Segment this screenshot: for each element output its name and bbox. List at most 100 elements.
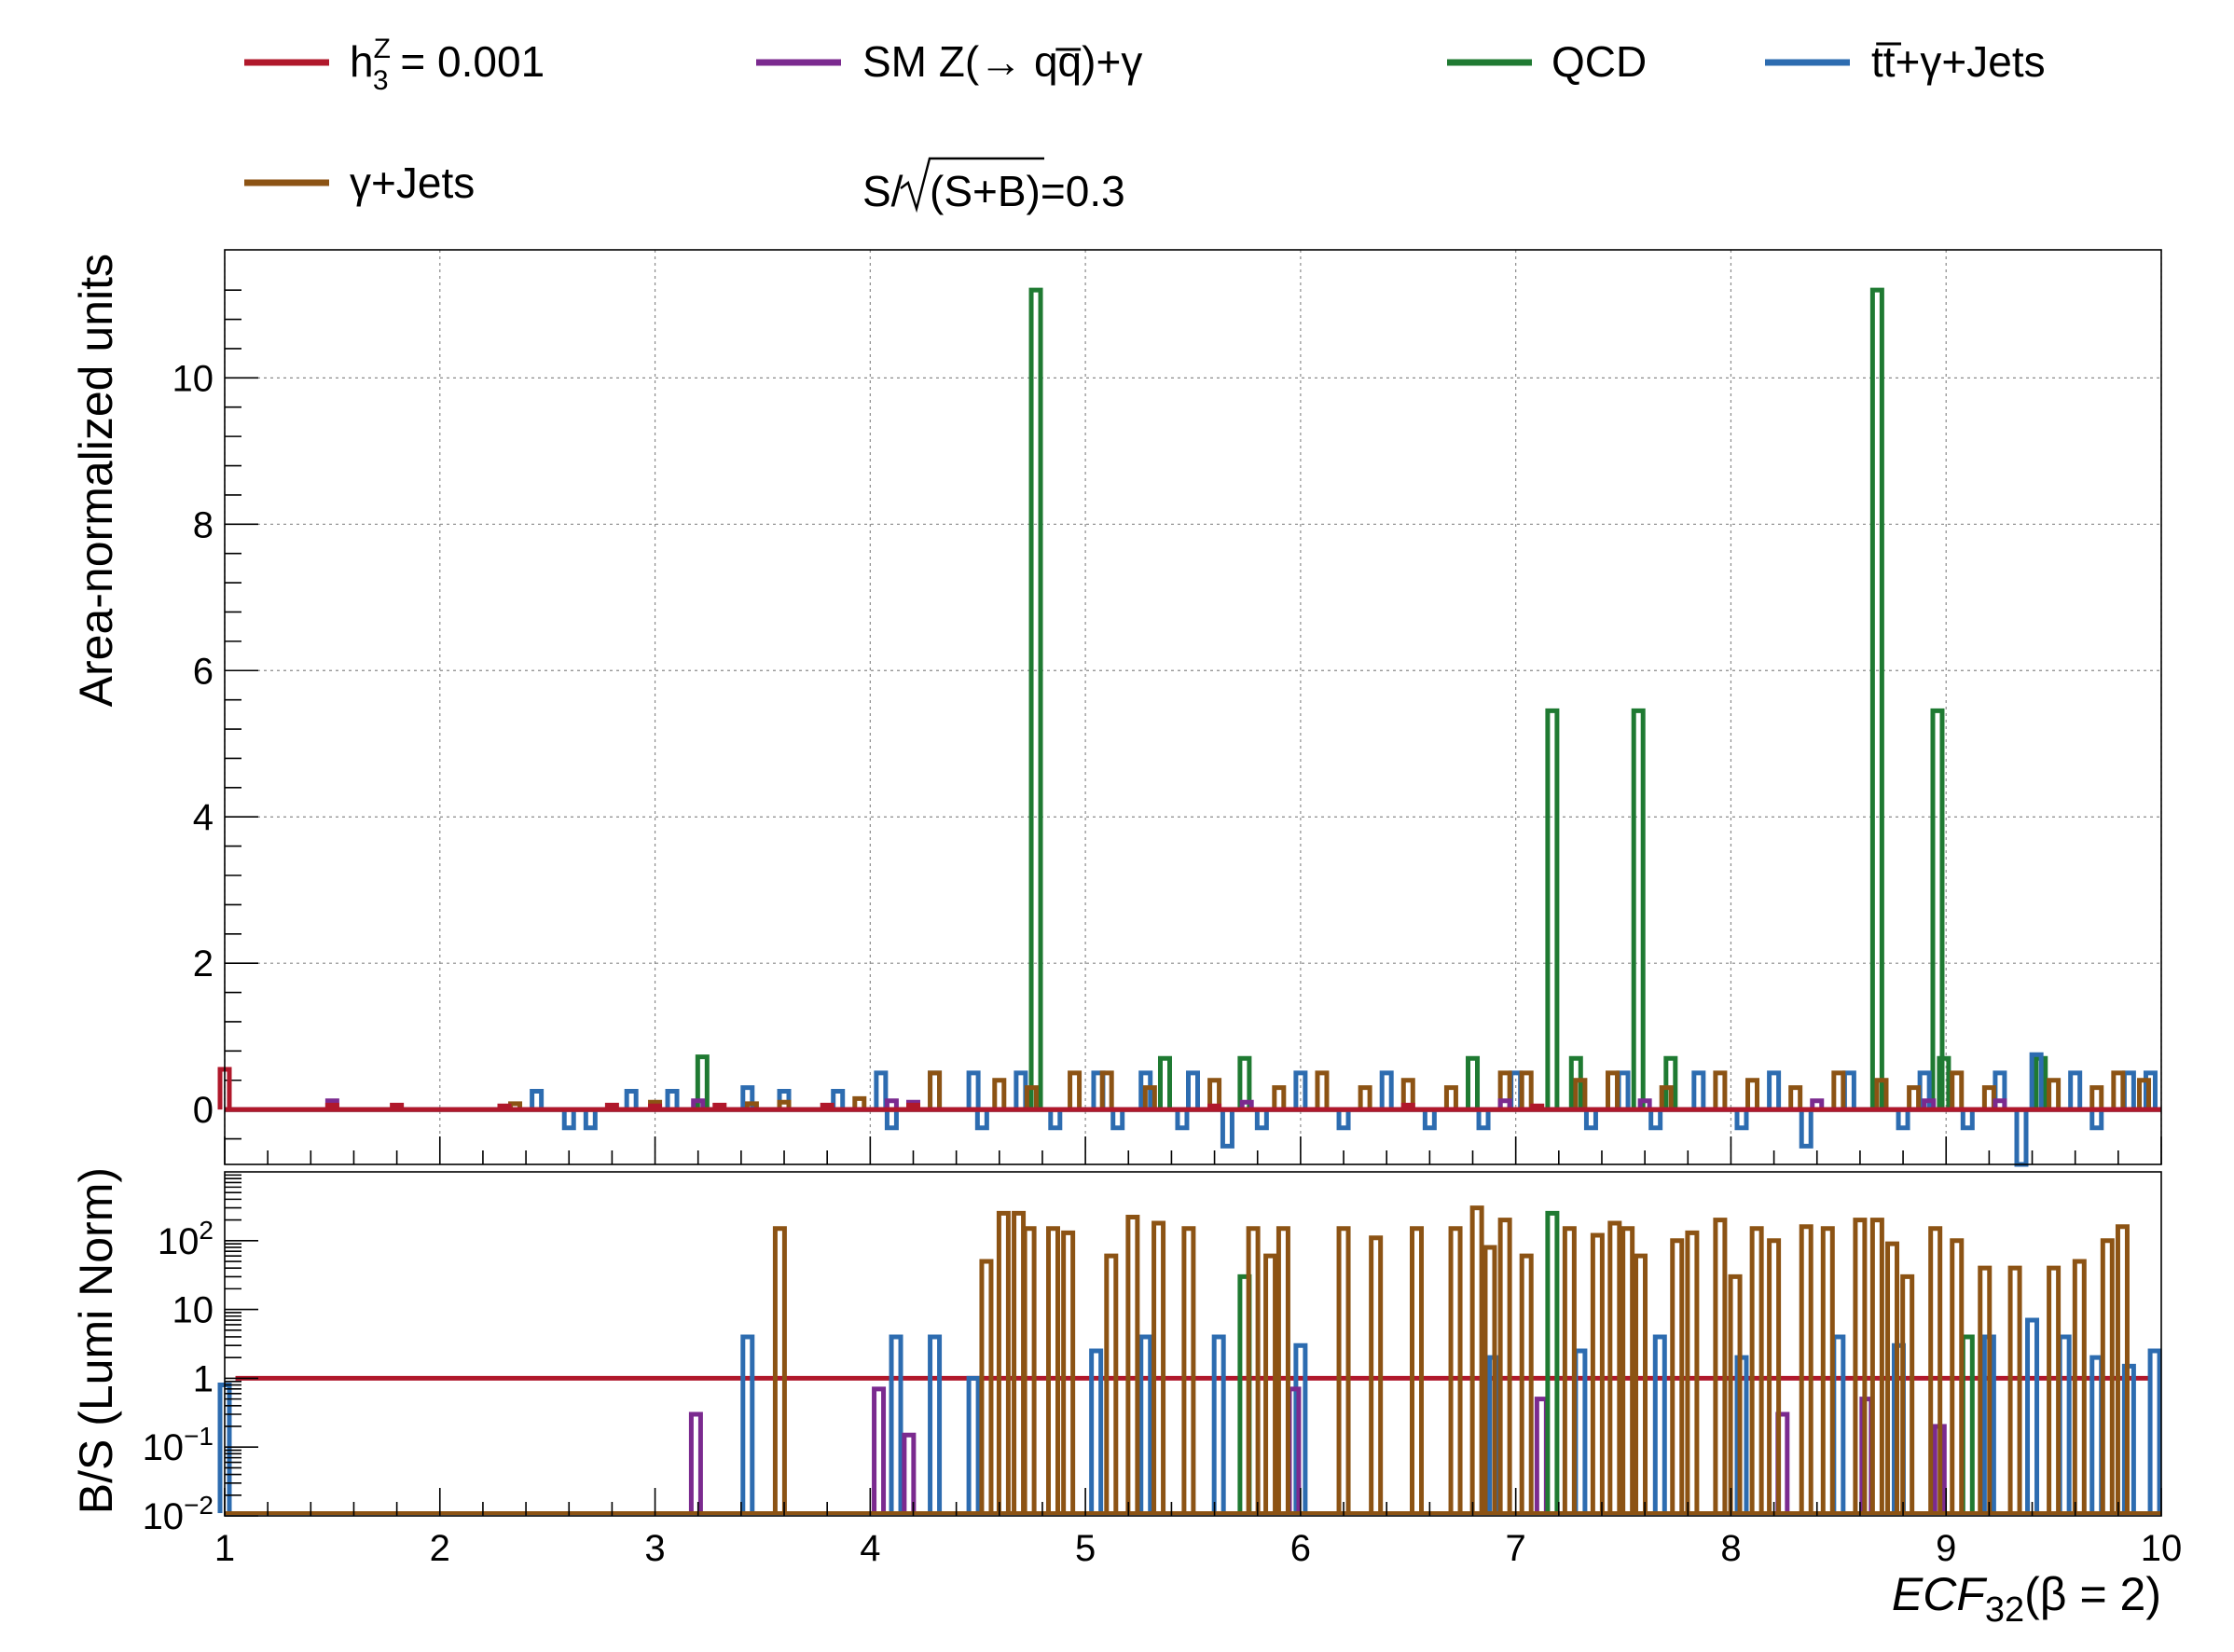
bottom-bin-gjets bbox=[1853, 1218, 1868, 1513]
top-bin-gjets bbox=[1659, 1085, 1674, 1110]
top-bin-gjets bbox=[1400, 1078, 1415, 1110]
bottom-series-gjets bbox=[225, 1205, 2161, 1515]
top-bin-zqq bbox=[1810, 1098, 1825, 1110]
top-bin-gjets bbox=[1745, 1078, 1760, 1110]
bottom-bin-gjets bbox=[1519, 1253, 1534, 1513]
significance-lhs-text: S/ bbox=[862, 167, 903, 215]
bottom-series bbox=[217, 1205, 2162, 1515]
top-bin-qcd bbox=[1937, 1055, 1951, 1110]
top-ytick-label: 10 bbox=[172, 358, 214, 399]
top-bin-ttbar bbox=[1048, 1109, 1063, 1131]
bottom-bin-ttbar bbox=[1293, 1342, 1308, 1513]
bottom-bin-gjets bbox=[1045, 1226, 1060, 1513]
bottom-bin-gjets bbox=[2047, 1265, 2062, 1513]
bottom-xtick-label: 2 bbox=[430, 1528, 450, 1569]
legend-label-signal-sub: 3 bbox=[373, 65, 389, 96]
sqrt-sign bbox=[900, 157, 1044, 213]
bottom-xtick-label: 10 bbox=[2141, 1528, 2183, 1569]
bottom-bin-gjets bbox=[1869, 1218, 1884, 1513]
top-bin-gjets bbox=[1497, 1070, 1512, 1110]
bottom-bin-ttbar bbox=[740, 1334, 755, 1513]
top-bin-ttbar bbox=[1186, 1070, 1200, 1110]
top-ticks: 0 2 4 6 8 10 bbox=[172, 289, 2162, 1164]
bottom-bin-gjets bbox=[1820, 1226, 1835, 1513]
top-bin-ttbar bbox=[624, 1089, 639, 1110]
top-bin-signal bbox=[1400, 1102, 1415, 1110]
top-bin-gjets bbox=[2137, 1078, 2152, 1110]
top-bin-qcd bbox=[1028, 287, 1043, 1110]
top-bin-gjets bbox=[1981, 1085, 1996, 1110]
bottom-bin-gjets bbox=[1607, 1220, 1622, 1513]
bottom-bin-ttbar bbox=[2147, 1348, 2162, 1513]
top-bin-signal bbox=[712, 1102, 727, 1110]
top-bin-ttbar bbox=[2029, 1052, 2044, 1110]
top-bin-gjets bbox=[2089, 1085, 2104, 1110]
bottom-bin-gjets bbox=[1670, 1238, 1685, 1513]
top-bin-signal bbox=[390, 1102, 405, 1110]
bottom-bin-ttbar bbox=[2089, 1355, 2104, 1513]
bottom-bin-gjets bbox=[1369, 1235, 1384, 1513]
top-bin-gjets bbox=[1874, 1078, 1889, 1110]
top-bin-ttbar bbox=[1648, 1109, 1663, 1131]
top-bin-signal bbox=[905, 1102, 920, 1110]
bottom-bin-gjets bbox=[1620, 1226, 1635, 1513]
bottom-bin-ttbar bbox=[1652, 1334, 1667, 1513]
bottom-ytick-label: 10−1 bbox=[143, 1422, 214, 1468]
bottom-bin-zqq bbox=[688, 1411, 703, 1513]
top-ylabel: Area-normalized units bbox=[70, 254, 122, 707]
bottom-bin-gjets bbox=[1978, 1265, 1993, 1513]
top-bin-ttbar bbox=[974, 1109, 989, 1131]
top-bin-zqq bbox=[1922, 1098, 1937, 1110]
top-bin-ttbar bbox=[2014, 1109, 2029, 1167]
top-bin-signal bbox=[604, 1102, 619, 1110]
bottom-xtick-label: 5 bbox=[1075, 1528, 1096, 1569]
top-bin-signal bbox=[324, 1102, 339, 1110]
legend-entry-qcd: QCD bbox=[1447, 37, 1647, 86]
top-bin-zqq bbox=[1637, 1098, 1652, 1110]
top-bin-ttbar bbox=[740, 1085, 755, 1110]
top-bin-gjets bbox=[1713, 1070, 1728, 1110]
top-bin-ttbar bbox=[1254, 1109, 1269, 1131]
bottom-bin-gjets bbox=[1713, 1218, 1728, 1513]
top-series-qcd bbox=[225, 287, 2161, 1112]
significance-lhs: S/ bbox=[862, 167, 903, 215]
top-bin-signal bbox=[648, 1103, 663, 1110]
top-bin-gjets bbox=[1272, 1085, 1287, 1110]
bottom-bin-gjets bbox=[1276, 1226, 1290, 1513]
top-bin-signal bbox=[497, 1103, 512, 1110]
bottom-bin-gjets bbox=[1562, 1226, 1577, 1513]
top-bin-gjets bbox=[1519, 1070, 1534, 1110]
top-bin-ttbar bbox=[583, 1109, 598, 1131]
legend-label-gjets: γ+Jets bbox=[350, 158, 475, 207]
top-bin-qcd bbox=[1237, 1055, 1252, 1110]
top-bin-gjets bbox=[1142, 1085, 1157, 1110]
top-bin-zqq bbox=[1993, 1098, 2007, 1110]
bottom-bin-gjets bbox=[1022, 1226, 1037, 1513]
top-bin-qcd bbox=[1158, 1055, 1172, 1110]
bottom-xtick-label: 7 bbox=[1506, 1528, 1526, 1569]
bottom-ytick-base: 10 bbox=[143, 1427, 185, 1468]
top-bin-ttbar bbox=[1422, 1109, 1437, 1131]
top-bin-qcd bbox=[1545, 708, 1560, 1110]
top-bin-gjets bbox=[2047, 1078, 2062, 1110]
bottom-bin-qcd bbox=[1960, 1334, 1975, 1513]
top-ytick-label: 0 bbox=[193, 1090, 214, 1131]
top-bin-gjets bbox=[1099, 1070, 1114, 1110]
top-bin-gjets bbox=[777, 1099, 792, 1110]
bottom-bin-qcd bbox=[1545, 1210, 1560, 1513]
top-bin-qcd bbox=[1930, 708, 1945, 1110]
bottom-ytick-exp: −2 bbox=[184, 1491, 214, 1520]
top-bin-gjets bbox=[1950, 1070, 1965, 1110]
legend-entry-gjets: γ+Jets bbox=[244, 158, 475, 207]
top-bin-ttbar bbox=[561, 1109, 576, 1131]
top-frame bbox=[224, 249, 2162, 1165]
bottom-ytick-base: 1 bbox=[193, 1358, 214, 1399]
bottom-bin-ttbar bbox=[2025, 1317, 2040, 1513]
bottom-bin-gjets bbox=[1482, 1245, 1497, 1513]
bottom-xtick-label: 1 bbox=[214, 1528, 235, 1569]
bottom-ytick-base: 10 bbox=[143, 1496, 185, 1537]
bottom-ytick-base: 10 bbox=[158, 1221, 200, 1262]
bottom-xtick-label: 3 bbox=[644, 1528, 665, 1569]
top-ytick-label: 2 bbox=[193, 943, 214, 984]
